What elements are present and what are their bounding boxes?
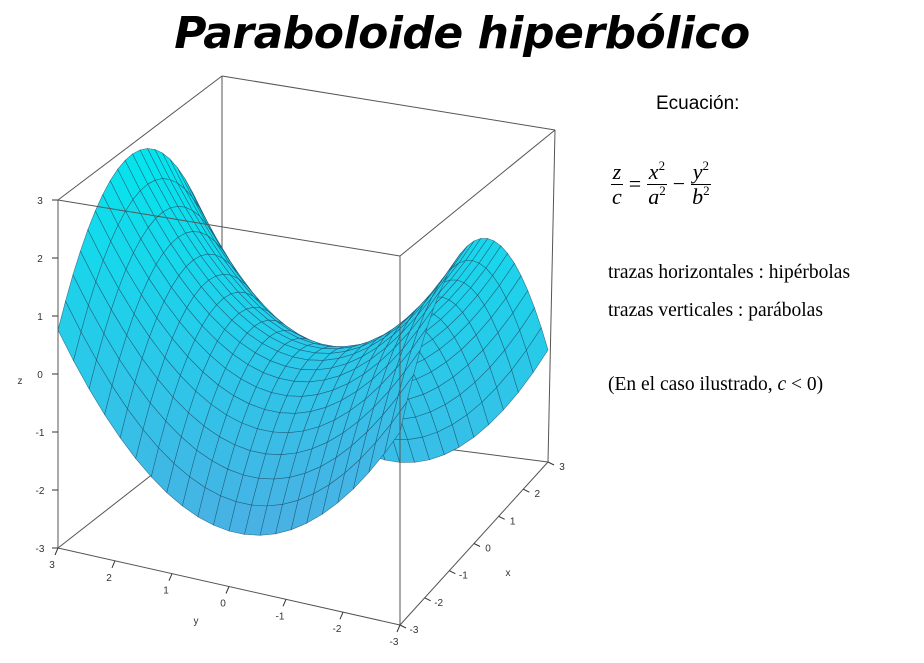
x-tick-label: -1 <box>459 571 468 582</box>
formula-term1-numerator-var: x <box>648 158 659 184</box>
case-note-relation: < 0) <box>791 374 824 395</box>
formula-lhs-denominator: c <box>612 183 622 209</box>
z-tick-label: 3 <box>37 196 43 207</box>
y-tick-label: 3 <box>49 560 55 571</box>
y-tick-label: -2 <box>333 624 342 635</box>
x-tick-label: 3 <box>559 462 565 473</box>
x-tick-label: -2 <box>434 598 443 609</box>
z-tick-label: 0 <box>37 370 43 381</box>
horizontal-traces-text: trazas horizontales : hipérbolas <box>608 262 851 283</box>
y-tick-label: -3 <box>390 637 399 648</box>
hyperbolic-paraboloid-surface <box>57 148 549 536</box>
formula-term1-denominator-var: a <box>648 183 660 209</box>
formula-term2-denominator-exp: 2 <box>703 182 710 198</box>
formula-term2-numerator-var: y <box>692 158 703 184</box>
fraction-z-over-c: z c <box>610 158 624 209</box>
formula-term2-denominator-var: b <box>692 183 704 209</box>
y-tick-label: -1 <box>276 611 285 622</box>
formula-lhs-numerator: z <box>610 158 624 185</box>
z-tick-label: -2 <box>36 486 45 497</box>
fraction-x2-over-a2: x2 a2 <box>646 157 668 209</box>
y-tick-label: 2 <box>106 573 112 584</box>
formula-term1-numerator-exp: 2 <box>658 157 666 173</box>
x-tick-label: 1 <box>510 516 516 527</box>
z-tick-label: 1 <box>37 312 43 323</box>
equation-formula: z c = x2 a2 − y2 b2 <box>608 152 714 216</box>
x-tick-label: 0 <box>485 544 491 555</box>
formula-term2-numerator: y2 <box>690 157 711 185</box>
y-axis-label: y <box>194 616 199 627</box>
x-tick-label: 2 <box>535 489 541 500</box>
z-tick-label: -1 <box>36 428 45 439</box>
x-tick-label: -3 <box>410 625 419 636</box>
minus-sign: − <box>672 171 686 196</box>
surface-plot: 3 2 1 0 -1 -2 -3 z 3 2 1 0 -1 -2 -3 y 3 2 1 0 -1 -2 -3 x <box>18 75 565 648</box>
case-note-variable: c <box>777 374 787 395</box>
formula-term1-denominator-exp: 2 <box>659 182 666 198</box>
formula-term1-denominator: a2 <box>646 182 668 209</box>
equals-sign: = <box>628 171 642 196</box>
fraction-y2-over-b2: y2 b2 <box>690 157 712 209</box>
equation-label: Ecuación: <box>656 93 740 114</box>
formula-term1-numerator: x2 <box>646 157 668 185</box>
case-note-prefix: (En el caso ilustrado, <box>608 374 773 395</box>
x-axis-label: x <box>506 568 511 579</box>
vertical-traces-text: trazas verticales : parábolas <box>608 300 823 321</box>
formula-term2-numerator-exp: 2 <box>702 157 709 173</box>
z-axis-label: z <box>18 376 23 387</box>
z-tick-label: -3 <box>36 544 45 555</box>
formula-term2-denominator: b2 <box>690 182 712 209</box>
case-note: (En el caso ilustrado, c < 0) <box>608 374 823 396</box>
y-tick-label: 0 <box>220 599 226 610</box>
y-tick-label: 1 <box>163 586 169 597</box>
page-title: Paraboloide hiperbólico <box>174 8 750 59</box>
z-tick-label: 2 <box>37 254 43 265</box>
